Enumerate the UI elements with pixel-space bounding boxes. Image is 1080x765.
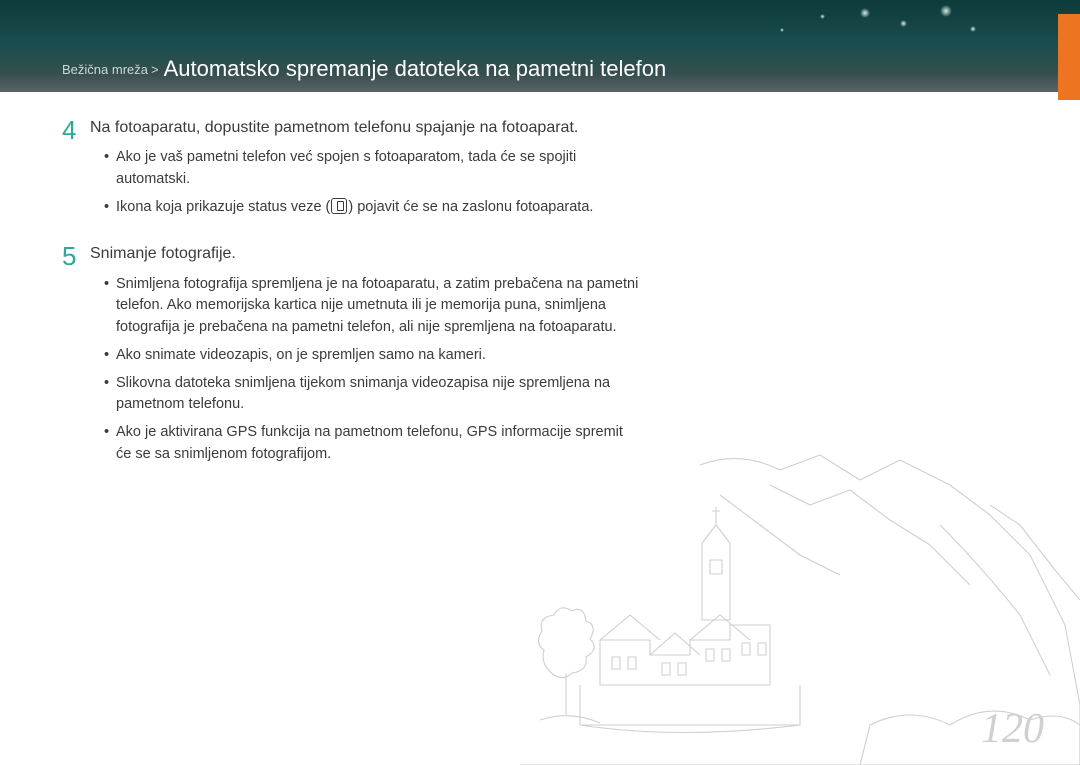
- side-accent-tab: [1058, 14, 1080, 100]
- breadcrumb-separator: >: [151, 62, 159, 77]
- breadcrumb: Bežična mreža: [62, 62, 148, 77]
- content-area: 4 Na fotoaparatu, dopustite pametnom tel…: [62, 116, 642, 490]
- bullet-item: Slikovna datoteka snimljena tijekom snim…: [104, 373, 642, 417]
- bullet-list: Ako je vaš pametni telefon već spojen s …: [90, 147, 642, 218]
- page-number: 120: [981, 705, 1044, 753]
- bullet-item: Ako je vaš pametni telefon već spojen s …: [104, 147, 642, 191]
- step-number: 4: [62, 117, 90, 224]
- bullet-text-after: ) pojavit će se na zaslonu fotoaparata.: [348, 199, 593, 215]
- step-4: 4 Na fotoaparatu, dopustite pametnom tel…: [62, 116, 642, 224]
- page-title: Automatsko spremanje datoteka na pametni…: [164, 56, 667, 82]
- bullet-item: Ikona koja prikazuje status veze ( ) poja…: [104, 197, 642, 219]
- step-number: 5: [62, 243, 90, 471]
- step-text: Snimanje fotografije.: [90, 242, 642, 265]
- bullet-list: Snimljena fotografija spremljena je na f…: [90, 274, 642, 466]
- top-banner: [0, 0, 1080, 46]
- step-body: Na fotoaparatu, dopustite pametnom telef…: [90, 116, 642, 224]
- bullet-item: Ako snimate videozapis, on je spremljen …: [104, 345, 642, 367]
- bullet-text-before: Ikona koja prikazuje status veze (: [116, 199, 330, 215]
- step-5: 5 Snimanje fotografije. Snimljena fotogr…: [62, 242, 642, 471]
- bullet-item: Snimljena fotografija spremljena je na f…: [104, 274, 642, 339]
- step-body: Snimanje fotografije. Snimljena fotograf…: [90, 242, 642, 471]
- phone-icon: [331, 198, 347, 214]
- step-text: Na fotoaparatu, dopustite pametnom telef…: [90, 116, 642, 139]
- bullet-item: Ako je aktivirana GPS funkcija na pametn…: [104, 422, 642, 466]
- page-header: Bežična mreža > Automatsko spremanje dat…: [0, 46, 1080, 92]
